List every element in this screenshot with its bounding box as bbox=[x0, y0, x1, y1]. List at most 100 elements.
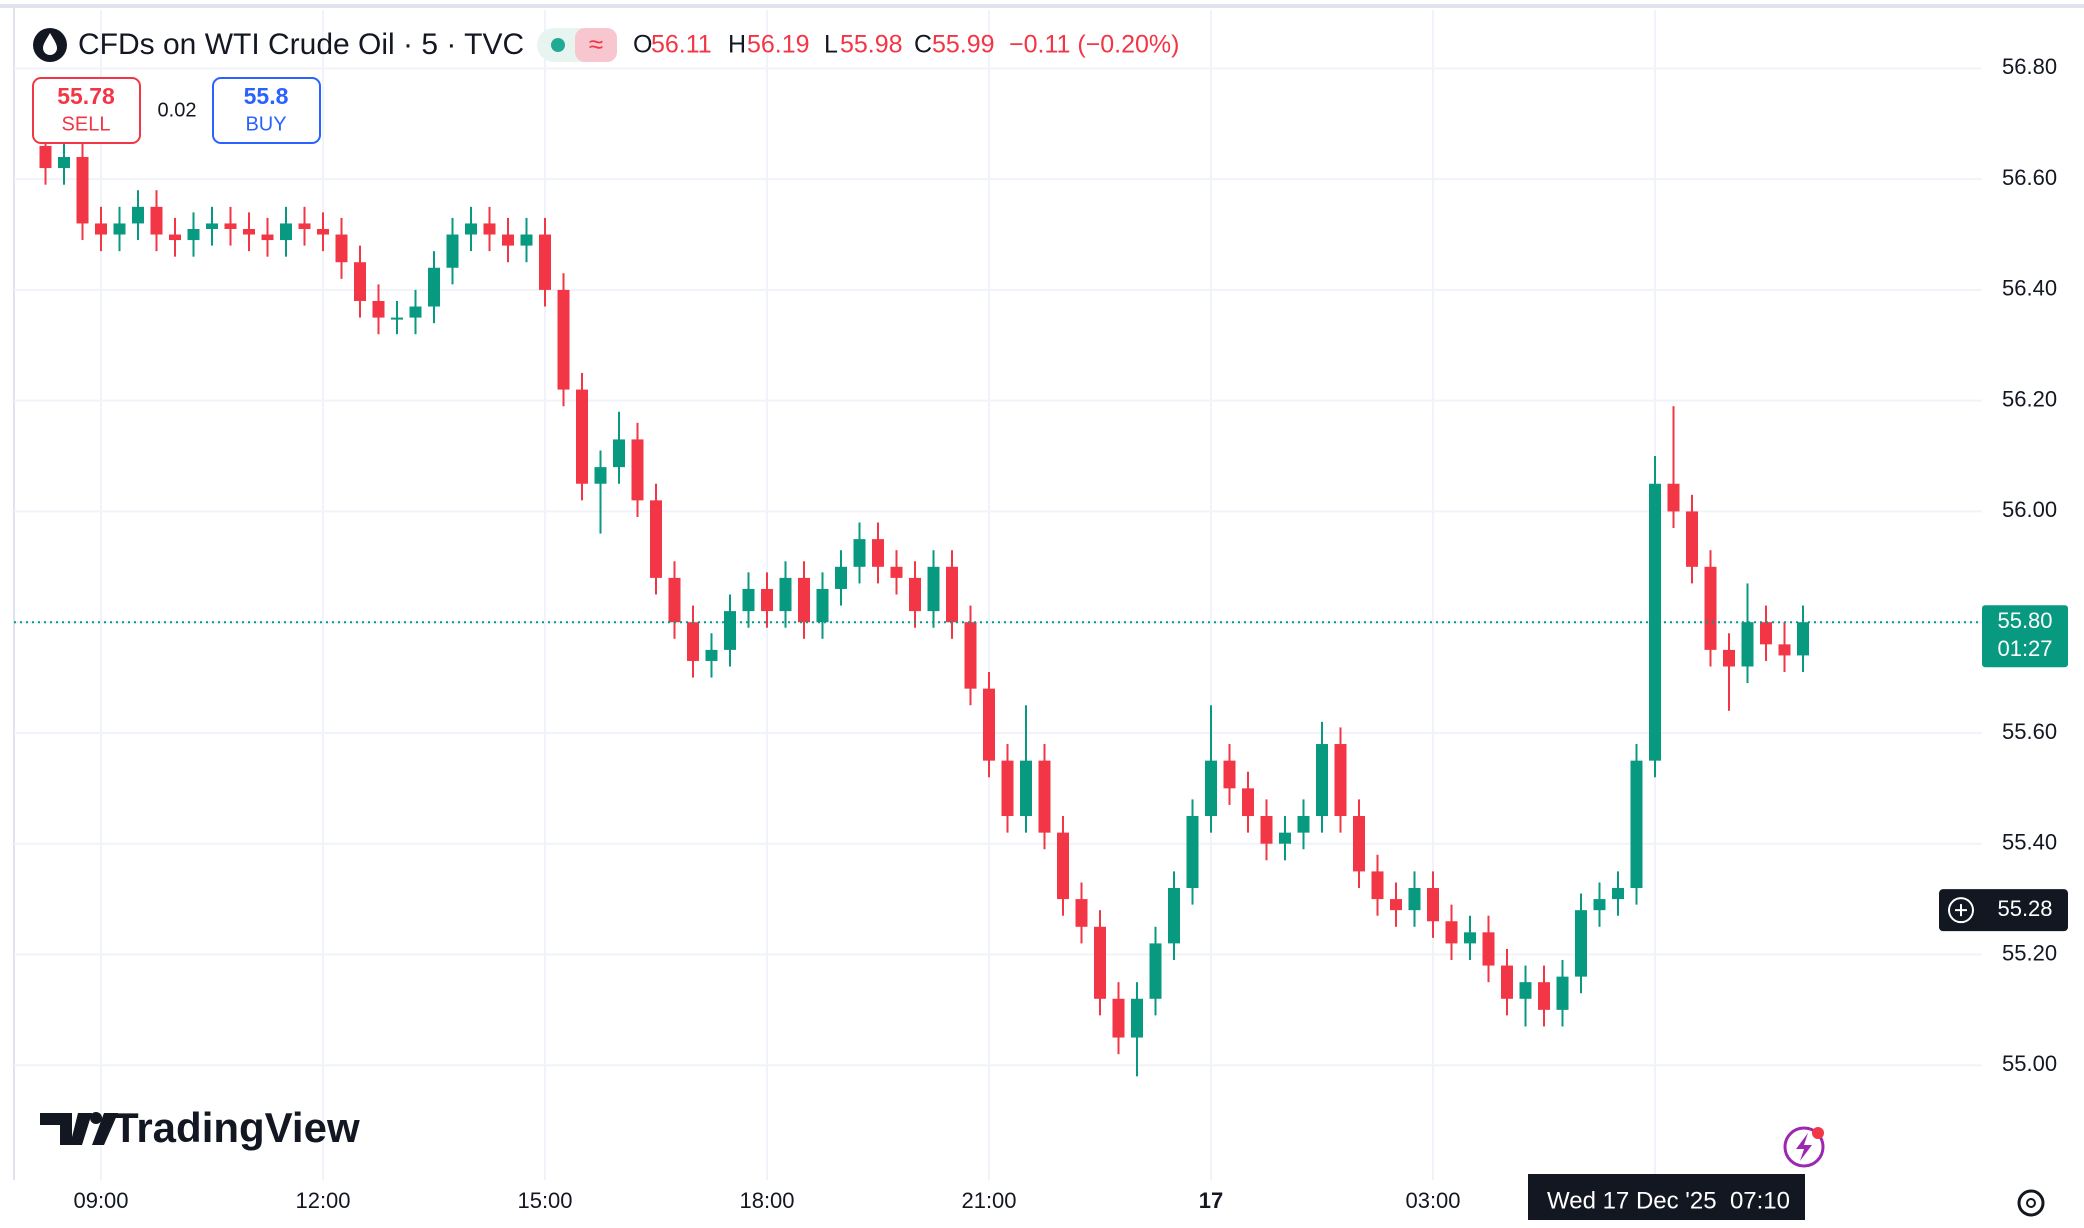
candle-body bbox=[1519, 982, 1532, 999]
ohlc-label: L bbox=[824, 31, 838, 59]
candle-body bbox=[761, 588, 773, 612]
y-tick-label: 55.40 bbox=[2002, 830, 2057, 855]
candle-body bbox=[576, 389, 588, 484]
y-tick-label: 56.80 bbox=[2002, 54, 2057, 79]
candle-body bbox=[1094, 926, 1106, 999]
candle-body bbox=[261, 234, 274, 241]
buy-button[interactable] bbox=[212, 77, 321, 144]
last-price-box bbox=[1982, 605, 2068, 668]
candle-body bbox=[1408, 888, 1421, 911]
x-tick-label: 09:00 bbox=[73, 1188, 128, 1213]
crosshair-price-label: 55.28 bbox=[1997, 896, 2052, 921]
candle-body bbox=[1723, 649, 1735, 667]
candle-body bbox=[95, 223, 107, 235]
last-price-label: 55.80 bbox=[1997, 608, 2052, 633]
candle-body bbox=[39, 145, 52, 169]
candle-body bbox=[409, 306, 422, 318]
candle-body bbox=[520, 234, 533, 246]
candle-body bbox=[206, 223, 218, 229]
candle-body bbox=[1316, 744, 1328, 817]
candle-body bbox=[1038, 760, 1051, 833]
candle-body bbox=[724, 611, 736, 650]
candle-body bbox=[150, 206, 163, 235]
candle-body bbox=[354, 262, 366, 301]
ohlc-change: −0.11 (−0.20%) bbox=[1009, 31, 1179, 59]
candle-body bbox=[465, 223, 477, 235]
settings-icon[interactable] bbox=[2017, 1189, 2045, 1217]
candle-body bbox=[1538, 982, 1550, 1010]
candle-body bbox=[1020, 760, 1032, 817]
candle-body bbox=[1501, 965, 1513, 999]
candle-body bbox=[335, 234, 348, 263]
candle-body bbox=[1704, 566, 1717, 650]
crosshair-date: Wed 17 Dec '25 bbox=[1547, 1187, 1717, 1214]
buy-price: 55.8 bbox=[244, 83, 289, 109]
alert-bolt bbox=[1796, 1133, 1812, 1161]
brand-logo bbox=[40, 1113, 92, 1145]
sell-button[interactable] bbox=[32, 77, 141, 144]
candle-body bbox=[1371, 871, 1384, 900]
candle-body bbox=[1242, 788, 1254, 817]
candle-body bbox=[1445, 921, 1458, 944]
sell-price: 55.78 bbox=[57, 83, 115, 109]
candle-body bbox=[1297, 816, 1310, 833]
x-tick-label: 21:00 bbox=[961, 1188, 1016, 1213]
chart-title: CFDs on WTI Crude Oil · 5 · TVC bbox=[78, 28, 524, 61]
candle-body bbox=[1260, 816, 1273, 844]
x-tick-label: 18:00 bbox=[739, 1188, 794, 1213]
candle-body bbox=[1186, 816, 1199, 889]
crosshair-price-box bbox=[1939, 889, 2068, 932]
candle-body bbox=[594, 467, 607, 484]
brand-logo-part bbox=[92, 1113, 118, 1145]
ohlc-label: H bbox=[728, 31, 746, 59]
candle-body bbox=[1353, 816, 1365, 872]
candle-body bbox=[1760, 622, 1772, 645]
candle-body bbox=[890, 566, 903, 578]
candle-body bbox=[1168, 888, 1180, 944]
candle-body bbox=[187, 228, 200, 241]
candle-body bbox=[779, 577, 792, 612]
ohlc-value: 55.98 bbox=[840, 31, 903, 59]
y-tick-label: 55.60 bbox=[2002, 719, 2057, 744]
candle-body bbox=[1778, 644, 1791, 656]
candle-body bbox=[705, 649, 718, 661]
brand-name: TradingView bbox=[113, 1104, 360, 1151]
candle-body bbox=[446, 234, 459, 268]
candle-body bbox=[1334, 744, 1347, 817]
candle-body bbox=[428, 267, 440, 307]
candle-body bbox=[742, 588, 755, 612]
candle-body bbox=[853, 539, 866, 567]
x-tick-label: 12:00 bbox=[295, 1188, 350, 1213]
ohlc-label: C bbox=[914, 31, 932, 59]
ohlc-label: O bbox=[633, 31, 652, 59]
candles bbox=[39, 129, 1809, 1077]
crosshair-time-box bbox=[1528, 1174, 1805, 1220]
y-tick-label: 56.20 bbox=[2002, 386, 2057, 411]
spread: 0.02 bbox=[158, 99, 197, 121]
alert-icon[interactable] bbox=[1783, 1126, 1825, 1168]
candle-body bbox=[1205, 760, 1217, 817]
candle-body bbox=[1001, 760, 1014, 817]
candle-body bbox=[483, 223, 496, 235]
candle-body bbox=[1223, 760, 1236, 789]
candle-body bbox=[1482, 932, 1495, 966]
candle-body bbox=[1575, 910, 1587, 977]
sell-label: SELL bbox=[62, 113, 111, 135]
candle-body bbox=[1464, 932, 1476, 944]
candle-body bbox=[539, 234, 551, 290]
candle-body bbox=[1686, 511, 1698, 567]
x-tick-label: 15:00 bbox=[517, 1188, 572, 1213]
candle-body bbox=[927, 566, 940, 612]
ohlc-value: 56.19 bbox=[747, 31, 810, 59]
drop-icon bbox=[43, 33, 57, 55]
status-pill-right bbox=[575, 28, 617, 62]
candle-body bbox=[76, 156, 89, 224]
settings-icon-core bbox=[2026, 1198, 2036, 1208]
brand-logo-dot bbox=[90, 1112, 102, 1124]
candle-body bbox=[816, 588, 829, 623]
ohlc-value: 55.99 bbox=[932, 31, 995, 59]
candle-body bbox=[58, 156, 70, 169]
candle-body bbox=[687, 622, 699, 661]
candle-body bbox=[317, 228, 329, 235]
